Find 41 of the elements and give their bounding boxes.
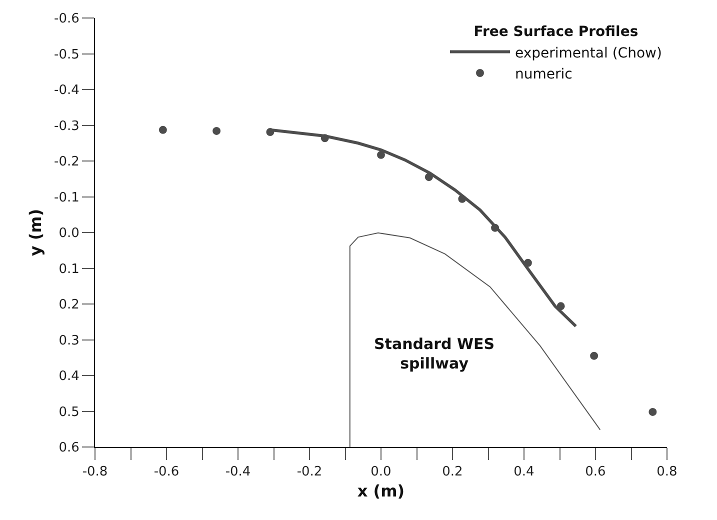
point xyxy=(266,128,274,136)
x-tick-label: -0.8 xyxy=(82,464,108,480)
y-tick-label: 0.4 xyxy=(58,369,80,384)
legend-title: Free Surface Profiles xyxy=(474,24,638,40)
legend-label: numeric xyxy=(515,66,572,82)
x-axis-title: x (m) xyxy=(357,481,405,500)
x-tick-label: 0.8 xyxy=(656,464,678,480)
y-axis-title: y (m) xyxy=(26,208,45,256)
x-tick-label: -0.2 xyxy=(296,464,322,480)
x-tick-label: 0.0 xyxy=(370,464,392,480)
legend-label: experimental (Chow) xyxy=(515,45,662,62)
x-tick-label: 0.4 xyxy=(514,464,534,480)
point xyxy=(212,126,221,135)
point xyxy=(424,173,433,182)
point xyxy=(590,352,598,360)
x-tick-label: 0.6 xyxy=(585,464,606,480)
y-tick-label: 0.0 xyxy=(58,226,80,242)
y-tick-label: -0.1 xyxy=(54,190,80,206)
x-tick-label: -0.4 xyxy=(225,464,251,480)
point xyxy=(491,224,500,232)
x-tick-label: -0.6 xyxy=(154,464,180,480)
y-tick-label: 0.1 xyxy=(58,262,80,277)
point xyxy=(458,194,466,203)
annotation: Standard WES spillway xyxy=(374,335,495,372)
y-tick-label: -0.3 xyxy=(54,118,80,134)
y-tick-label: 0.2 xyxy=(58,298,80,313)
y-tick-label: 0.5 xyxy=(58,404,80,420)
point xyxy=(556,302,565,310)
point xyxy=(524,258,532,267)
y-tick-label: -0.2 xyxy=(54,154,80,170)
point xyxy=(648,408,657,416)
y-tick-label: -0.6 xyxy=(54,12,80,27)
y-tick-label: 0.3 xyxy=(58,333,80,348)
point xyxy=(158,126,167,134)
y-tick-label: -0.4 xyxy=(54,83,80,98)
x-tick-label: 0.2 xyxy=(442,464,463,480)
y-tick-label: 0.6 xyxy=(58,440,80,456)
y-tick-label: -0.5 xyxy=(54,47,80,62)
point xyxy=(377,150,385,159)
line-series xyxy=(349,232,601,447)
point xyxy=(320,134,329,142)
